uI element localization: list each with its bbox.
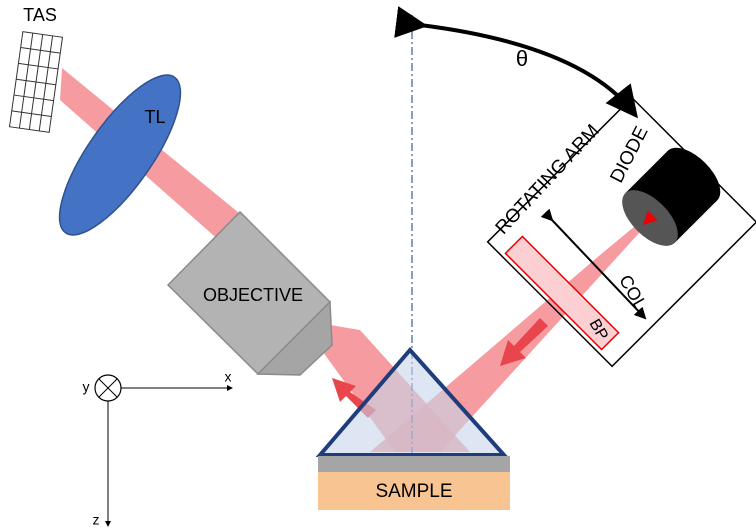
prism [315,346,509,457]
objective-label: OBJECTIVE [203,285,303,305]
col-arrow [540,208,647,320]
y-label: y [83,379,90,395]
x-label: x [225,369,232,385]
objective-tip [256,300,333,376]
rotating-arm-label: ROTATING ARM [492,121,604,239]
beam-arrow [500,318,548,366]
z-label: z [93,512,100,528]
tas-label: TAS [23,5,57,25]
sample-label: SAMPLE [375,481,452,502]
bandpass-filter [504,235,620,351]
sample [318,472,510,510]
theta-label: θ [516,46,528,71]
y-axis-cross [98,378,118,398]
tl-label: TL [144,107,165,127]
substrate [318,456,510,472]
diode [622,147,721,246]
tas-detector [8,31,64,133]
tube-lens [58,74,182,236]
theta-arrow [394,6,638,119]
